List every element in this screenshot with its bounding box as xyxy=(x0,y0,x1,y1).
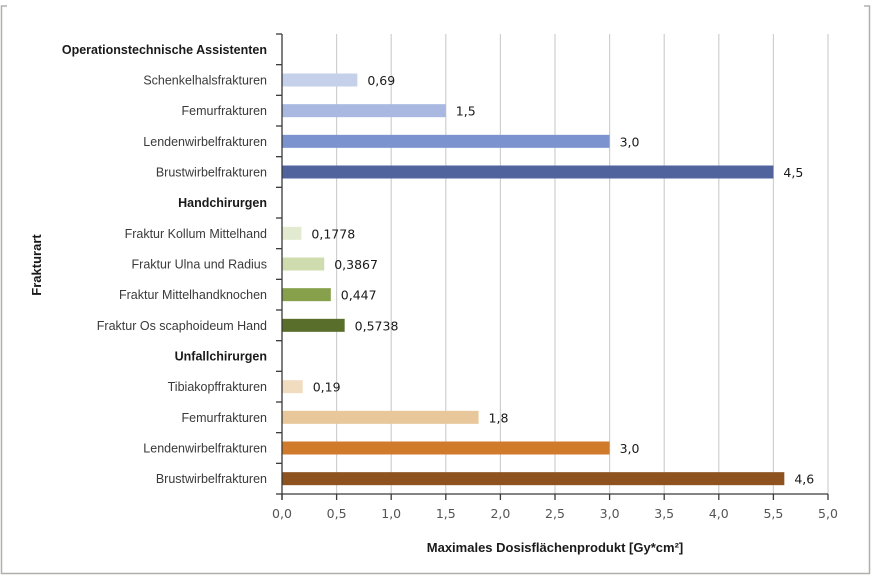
data-label: 0,447 xyxy=(341,288,377,303)
x-axis-title: Maximales Dosisflächenprodukt [Gy*cm²] xyxy=(427,540,683,555)
bar xyxy=(282,104,446,118)
bar xyxy=(282,410,479,424)
category-label: Fraktur Mittelhandknochen xyxy=(119,288,267,302)
data-label: 0,1778 xyxy=(311,226,355,241)
bar xyxy=(282,165,774,179)
category-label: Fraktur Kollum Mittelhand xyxy=(125,227,267,241)
bar xyxy=(282,134,610,148)
data-label: 1,5 xyxy=(456,104,476,119)
x-tick-label: 5,5 xyxy=(763,506,783,521)
x-tick-label: 1,0 xyxy=(381,506,401,521)
data-label: 0,3867 xyxy=(334,257,378,272)
y-axis-title: Frakturart xyxy=(29,234,44,296)
data-label: 1,8 xyxy=(489,410,509,425)
bars: 0,69 1,5 3,0 4,5 0,1778 0,3867 0,447 0,5738 0,19… xyxy=(282,73,814,487)
category-labels: Operationstechnische Assistenten Schenkel… xyxy=(62,43,267,486)
bar xyxy=(282,318,345,332)
x-tick-label: 2,0 xyxy=(490,506,510,521)
x-tick-labels: 0,0 0,5 1,0 1,5 2,0 2,5 3,0 3,5 4,0 5,5 5,0 xyxy=(272,506,838,521)
bar xyxy=(282,73,358,87)
x-tick-label: 3,0 xyxy=(600,506,620,521)
gridlines xyxy=(336,34,829,494)
bar xyxy=(282,226,302,240)
category-label: Femurfrakturen xyxy=(182,104,267,118)
group-label: Handchirurgen xyxy=(178,196,267,210)
x-tick-label: 4,0 xyxy=(709,506,729,521)
x-tick-label: 5,0 xyxy=(818,506,838,521)
category-label: Lendenwirbelfrakturen xyxy=(143,135,267,149)
bar xyxy=(282,288,331,302)
data-label: 3,0 xyxy=(620,441,640,456)
category-label: Tibiakopffrakturen xyxy=(168,380,267,394)
data-label: 4,5 xyxy=(783,165,803,180)
x-tick-label: 2,5 xyxy=(545,506,565,521)
bar xyxy=(282,472,785,486)
x-tick-label: 0,5 xyxy=(327,506,347,521)
data-label: 0,5738 xyxy=(355,318,399,333)
data-label: 3,0 xyxy=(620,134,640,149)
category-label: Fraktur Os scaphoideum Hand xyxy=(97,319,267,333)
x-tick-label: 0,0 xyxy=(272,506,292,521)
category-label: Brustwirbelfrakturen xyxy=(156,472,267,486)
category-label: Femurfrakturen xyxy=(182,411,267,425)
x-tick-label: 1,5 xyxy=(436,506,456,521)
bar xyxy=(282,257,325,271)
group-label: Operationstechnische Assistenten xyxy=(62,43,267,57)
category-label: Brustwirbelfrakturen xyxy=(156,166,267,180)
figure-frame xyxy=(0,5,871,575)
category-label: Fraktur Ulna und Radius xyxy=(132,258,267,272)
axes xyxy=(276,33,829,500)
x-tick-label: 3,5 xyxy=(654,506,674,521)
bar xyxy=(282,441,610,455)
group-label: Unfallchirurgen xyxy=(175,350,267,364)
data-label: 0,19 xyxy=(313,380,341,395)
bar xyxy=(282,380,303,394)
data-label: 0,69 xyxy=(367,73,395,88)
category-label: Lendenwirbelfrakturen xyxy=(143,442,267,456)
category-label: Schenkelhalsfrakturen xyxy=(143,74,267,88)
data-label: 4,6 xyxy=(794,472,814,487)
